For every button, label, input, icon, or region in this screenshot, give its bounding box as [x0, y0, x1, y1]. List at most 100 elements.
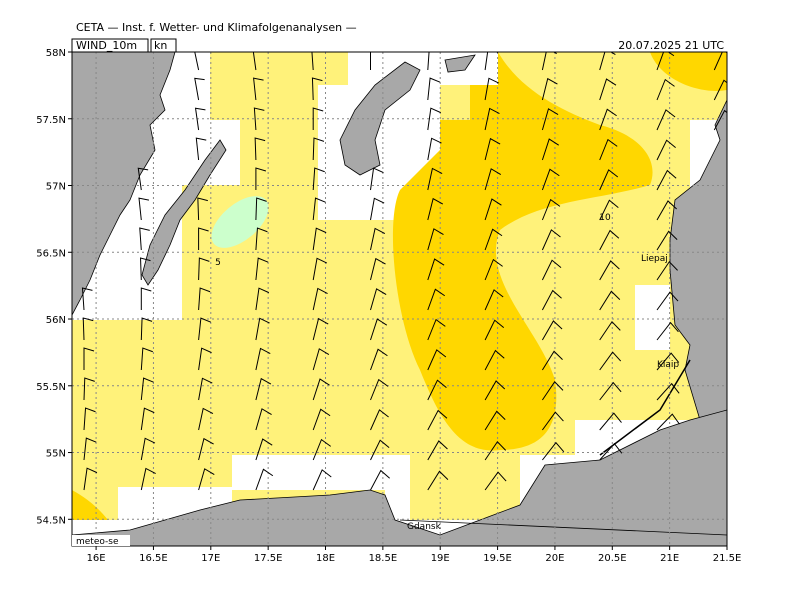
credit: meteo-se: [76, 537, 119, 547]
valid-time: 20.07.2025 21 UTC: [618, 39, 724, 52]
wind-barb: [656, 230, 678, 251]
wind-barb: [599, 381, 622, 401]
wind-barb: [370, 257, 386, 281]
wind-barb: [83, 377, 95, 401]
wind-barb: [140, 287, 152, 310]
lon-label: 17.5E: [254, 553, 283, 564]
wind-barb: [255, 377, 272, 401]
map-area: [72, 52, 727, 546]
wind-barb: [312, 257, 328, 281]
wind-barb: [427, 379, 447, 401]
lon-label: 18E: [316, 553, 335, 564]
wind-barb: [311, 52, 314, 71]
wind-barb: [427, 167, 443, 191]
wind-barb: [599, 78, 617, 101]
wind-barb: [370, 348, 388, 371]
wind-barb: [198, 317, 212, 341]
wind-barb: [427, 409, 448, 431]
spit: [599, 359, 691, 456]
wind-under-5: [211, 196, 269, 248]
wind-barb: [541, 168, 560, 191]
wind-barb: [541, 229, 561, 251]
wind-barb: [427, 52, 440, 71]
wind-barb: [370, 52, 371, 70]
wind-barb: [370, 439, 390, 461]
wind-barb: [255, 408, 272, 431]
wind-barb: [427, 349, 447, 371]
wind-barb: [370, 318, 388, 341]
wind-barb: [484, 258, 503, 281]
wind-barb: [194, 77, 205, 101]
wind-barb: [312, 287, 328, 311]
wind-barb: [140, 347, 153, 371]
unit: kn: [154, 39, 167, 52]
wind-barb: [427, 197, 444, 221]
wind-barb: [140, 407, 155, 431]
wind-barb: [312, 197, 326, 221]
wind-barb: [198, 227, 209, 250]
wind-barb: [656, 291, 679, 311]
wind-barb: [541, 77, 558, 101]
wind-barb: [541, 138, 559, 161]
wind-barb: [599, 229, 620, 251]
wind-barb: [599, 351, 622, 371]
lat-label: 54.5N: [36, 515, 66, 526]
wind-barb: [137, 167, 149, 191]
wind-barb: [599, 320, 621, 341]
wind-barb: [427, 107, 441, 131]
lon-label: 16E: [87, 553, 106, 564]
wind-barb: [253, 77, 264, 101]
wind-barb: [370, 167, 384, 191]
wind-barb: [599, 169, 619, 191]
lat-label: 58N: [46, 48, 66, 59]
wind-barb: [427, 470, 449, 491]
wind-barb: [198, 287, 211, 311]
wind-barb: [198, 437, 214, 461]
wind-barb: [484, 198, 502, 221]
wind-barb: [194, 107, 206, 131]
wind-barb: [427, 228, 444, 251]
wind-barb: [255, 257, 269, 281]
lon-label: 21.5E: [713, 553, 742, 564]
wind-barb: [194, 52, 200, 71]
wind-barb: [195, 137, 207, 161]
wind-barb: [312, 469, 332, 491]
header-title: CETA — Inst. f. Wetter- und Klimafolgena…: [76, 21, 357, 34]
wind-barb: [140, 437, 156, 461]
wind-barb: [713, 79, 727, 101]
place-label: Klaip: [657, 360, 679, 370]
wind-barb: [656, 139, 676, 161]
wind-barb: [140, 257, 151, 281]
wind-barb: [656, 200, 677, 221]
lon-label: 20E: [545, 553, 564, 564]
wind-barb: [83, 467, 98, 491]
wind-barb: [198, 257, 210, 281]
wind-barb: [312, 378, 330, 401]
wind-barb: [541, 320, 563, 341]
lon-label: 19E: [431, 553, 450, 564]
wind-barb: [139, 227, 150, 251]
wind-barb: [542, 441, 565, 461]
lon-label: 18.5E: [369, 553, 398, 564]
lat-label: 55.5N: [36, 382, 66, 393]
wind-barb: [312, 317, 329, 341]
contour-label: 5: [215, 258, 221, 268]
wind-barb: [599, 412, 622, 431]
border: [399, 519, 727, 536]
wind-barb: [541, 411, 564, 431]
wind-barb: [427, 318, 446, 341]
wind-barb: [198, 407, 214, 431]
wind-barb: [140, 377, 154, 401]
wind-barb: [599, 52, 616, 71]
wind-over-10: [72, 52, 727, 520]
wind-barb: [82, 317, 94, 341]
wind-barb: [484, 52, 499, 71]
wind-barb: [656, 413, 680, 431]
wind-barb: [427, 77, 441, 101]
wind-barb: [197, 197, 208, 221]
wind-barb: [311, 77, 323, 101]
wind-barb: [656, 169, 677, 191]
wind-barb: [255, 197, 267, 221]
lat-label: 57.5N: [36, 115, 66, 126]
wind-barb: [713, 109, 727, 131]
